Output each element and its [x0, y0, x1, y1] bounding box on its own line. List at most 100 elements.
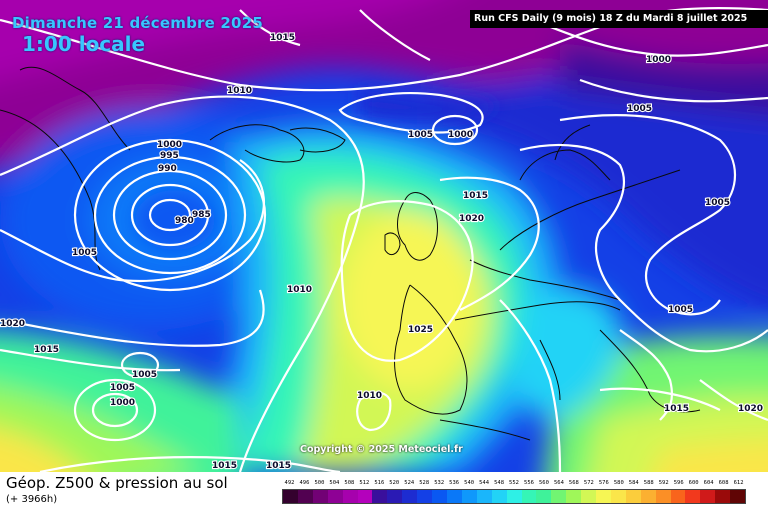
legend-value: 568	[568, 480, 579, 486]
legend-swatch	[342, 490, 358, 503]
legend-value: 584	[628, 480, 639, 486]
z500-field	[0, 0, 768, 472]
isobar-label: 1015	[270, 33, 295, 43]
legend-swatch	[491, 490, 507, 503]
isobar-labels: 1015 1010 1000 995 990 985 980 1005 1005…	[0, 32, 764, 472]
isobar-label: 1005	[72, 248, 97, 258]
legend-value: 560	[538, 480, 549, 486]
legend-value: 596	[673, 480, 684, 486]
legend-swatch	[446, 490, 462, 503]
isobar-label: 1005	[668, 305, 693, 315]
legend-swatch	[715, 490, 731, 503]
forecast-date: Dimanche 21 décembre 2025	[12, 14, 263, 32]
isobar-label: 1005	[627, 104, 652, 114]
legend-value: 548	[494, 480, 505, 486]
legend-value: 608	[718, 480, 729, 486]
isobar-label: 1000	[110, 398, 135, 408]
legend-value: 504	[329, 480, 340, 486]
legend-swatch	[476, 490, 492, 503]
legend-value: 600	[688, 480, 699, 486]
map-footer: Géop. Z500 & pression au sol (+ 3966h) 4…	[0, 472, 768, 512]
legend-swatch	[596, 490, 611, 503]
isobar-label: 1005	[110, 383, 135, 393]
isobar-label: 1010	[287, 285, 312, 295]
isobar-label: 1015	[266, 461, 291, 471]
isobar-label: 980	[175, 216, 194, 226]
copyright-notice: Copyright © 2025 Meteociel.fr	[300, 444, 463, 455]
legend-swatch	[700, 490, 716, 503]
isobar-label: 1005	[705, 198, 730, 208]
legend-value: 528	[419, 480, 430, 486]
legend-swatches	[282, 489, 746, 504]
weather-map: 1015 1010 1000 995 990 985 980 1005 1005…	[0, 0, 768, 472]
legend-value: 612	[733, 480, 744, 486]
legend-swatch	[566, 490, 582, 503]
isobar-label: 1000	[646, 55, 671, 65]
legend-swatch	[283, 490, 298, 503]
legend-value: 572	[583, 480, 594, 486]
legend-value: 516	[374, 480, 385, 486]
legend-swatch	[551, 490, 567, 503]
isobar-label: 1015	[212, 461, 237, 471]
color-legend: 492 496 500 504 508 512 516 520 524 528 532 536 540 5…	[282, 478, 746, 508]
isobar-label: 985	[192, 210, 211, 220]
legend-swatch	[536, 490, 552, 503]
legend-value: 500	[314, 480, 325, 486]
legend-value: 552	[509, 480, 519, 486]
isobar-label: 1020	[459, 214, 484, 224]
legend-swatch	[655, 490, 671, 503]
isobar-label: 1020	[0, 319, 25, 329]
isobar-label: 1005	[408, 130, 433, 140]
legend-swatch	[640, 490, 656, 503]
legend-value: 544	[479, 480, 490, 486]
legend-value: 508	[344, 480, 355, 486]
forecast-offset: (+ 3966h)	[6, 494, 58, 505]
legend-swatch	[357, 490, 373, 503]
legend-swatch	[461, 490, 477, 503]
legend-swatch	[372, 490, 388, 503]
coastlines	[0, 66, 701, 441]
legend-value: 520	[389, 480, 400, 486]
map-title: Géop. Z500 & pression au sol	[6, 474, 228, 492]
legend-swatch	[685, 490, 701, 503]
isobar-label: 1015	[463, 191, 488, 201]
isobar-label: 1025	[408, 325, 433, 335]
isobar-label: 1020	[738, 404, 763, 414]
legend-swatch	[581, 490, 597, 503]
isobar-label: 1005	[132, 370, 157, 380]
legend-swatch	[402, 490, 418, 503]
isobar-label: 1015	[664, 404, 689, 414]
legend-value: 592	[658, 480, 669, 486]
legend-swatch	[297, 490, 313, 503]
legend-value: 492	[284, 480, 295, 486]
legend-swatch	[730, 490, 746, 503]
legend-value: 540	[464, 480, 475, 486]
legend-value: 604	[703, 480, 714, 486]
legend-swatch	[432, 490, 447, 503]
model-run-banner: Run CFS Daily (9 mois) 18 Z du Mardi 8 j…	[470, 10, 768, 28]
isobar-label: 1015	[34, 345, 59, 355]
isobar-label: 995	[160, 151, 179, 161]
legend-value: 580	[613, 480, 624, 486]
isobar-label: 990	[158, 164, 177, 174]
isobar-label: 1010	[227, 86, 252, 96]
legend-swatch	[387, 490, 403, 503]
legend-value: 556	[524, 480, 534, 486]
legend-value: 496	[299, 480, 310, 486]
legend-swatch	[625, 490, 641, 503]
geopotential-map: 1015 1010 1000 995 990 985 980 1005 1005…	[0, 0, 768, 472]
legend-value: 512	[359, 480, 370, 486]
legend-swatch	[506, 490, 522, 503]
legend-swatch	[312, 490, 328, 503]
legend-labels: 492 496 500 504 508 512 516 520 524 528 532 536 540 5…	[282, 478, 746, 488]
legend-value: 536	[449, 480, 460, 486]
isobar-label: 1000	[157, 140, 182, 150]
legend-value: 576	[598, 480, 609, 486]
isobar-label: 1010	[357, 391, 382, 401]
legend-swatch	[610, 490, 626, 503]
legend-value: 588	[643, 480, 654, 486]
legend-swatch	[327, 490, 343, 503]
isobar-label: 1000	[448, 130, 473, 140]
legend-value: 564	[553, 480, 564, 486]
legend-swatch	[521, 490, 537, 503]
